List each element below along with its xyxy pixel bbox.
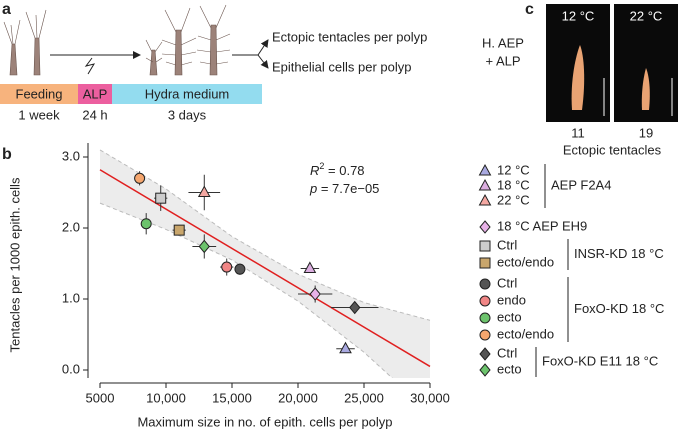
annotation: R2 = 0.78: [310, 161, 365, 178]
confidence-band: [100, 149, 430, 378]
axis-label: Ectopic tentacles: [563, 142, 662, 157]
legend-marker: [479, 295, 491, 307]
polyp: [571, 45, 585, 110]
condition: + ALP: [485, 53, 520, 68]
legend-group: INSR-KD 18 °C: [574, 246, 664, 261]
legend-label: ecto/endo: [497, 326, 554, 341]
legend-marker: [478, 178, 492, 191]
legend-marker: [479, 329, 491, 341]
y-axis-label: Tentacles per 1000 epith. cells: [7, 177, 22, 352]
stage-bar: [78, 84, 112, 104]
point: [234, 263, 246, 275]
r2-power: 2: [319, 161, 324, 171]
plot-area: [99, 149, 431, 378]
y-tick-label: 0.0: [62, 361, 80, 376]
stage-name: Hydra medium: [145, 86, 230, 101]
legend-group: AEP F2A4: [551, 177, 611, 192]
photo-label: 12 °C: [562, 8, 595, 23]
point: [140, 218, 152, 230]
x-axis-label: Maximum size in no. of epith. cells per …: [137, 414, 392, 429]
legend-label: 12 °C: [497, 162, 530, 177]
condition: H. AEP: [482, 35, 524, 50]
polyp: [641, 68, 650, 110]
panel-label: c: [525, 1, 534, 18]
legend-label: Ctrl: [497, 237, 517, 252]
annotation: p = 7.7e−05: [309, 181, 379, 196]
fit-line: [99, 169, 431, 368]
y-tick-label: 1.0: [62, 290, 80, 305]
point: [134, 172, 146, 184]
stage-duration: 3 days: [168, 107, 207, 122]
legend-marker: [479, 278, 491, 290]
point: [155, 192, 167, 204]
legend-label: endo: [497, 292, 526, 307]
panel-label: a: [2, 1, 11, 18]
tentacle-count: 19: [639, 125, 653, 140]
x-tick-label: 15,000: [212, 390, 252, 405]
x-tick-label: 5000: [86, 390, 115, 405]
legend-label: 22 °C: [497, 192, 530, 207]
band-edge: [99, 149, 431, 321]
legend-group: FoxO-KD 18 °C: [574, 301, 664, 316]
legend-label: Ctrl: [497, 275, 517, 290]
output-label: Ectopic tentacles per polyp: [272, 29, 427, 44]
stage-duration: 24 h: [82, 107, 107, 122]
y-tick-label: 2.0: [62, 219, 80, 234]
legend-marker: [479, 363, 491, 377]
legend-marker: [479, 220, 491, 234]
legend-marker: [479, 257, 491, 269]
legend-label: ecto/endo: [497, 254, 554, 269]
band-edge: [99, 202, 393, 378]
point: [309, 287, 321, 301]
x-tick-label: 20,000: [278, 390, 318, 405]
legend-marker: [478, 163, 492, 176]
legend-group: FoxO-KD E11 18 °C: [542, 353, 658, 368]
x-tick-label: 30,000: [410, 390, 450, 405]
r2-symbol: R: [310, 163, 319, 178]
y-tick-label: 3.0: [62, 148, 80, 163]
point: [198, 239, 210, 254]
legend-marker: [479, 240, 491, 252]
point: [173, 224, 185, 236]
point: [221, 261, 233, 273]
p-symbol: p: [309, 181, 317, 196]
photo-label: 22 °C: [630, 8, 663, 23]
legend-label: 18 °C: [497, 177, 530, 192]
legend-marker: [479, 312, 491, 324]
stage-name: Feeding: [16, 86, 63, 101]
x-tick-label: 10,000: [146, 390, 186, 405]
stage-name: ALP: [83, 86, 108, 101]
legend-label: ecto: [497, 361, 522, 376]
panel-label: b: [2, 146, 12, 163]
stage-duration: 1 week: [18, 107, 60, 122]
arrows: [50, 39, 269, 75]
p-text: = 7.7e−05: [317, 181, 379, 196]
stage-bar: [0, 84, 78, 104]
point: [197, 185, 211, 197]
output-label: Epithelial cells per polyp: [272, 59, 411, 74]
point: [303, 261, 317, 273]
legend-label: 18 °C AEP EH9: [497, 218, 587, 233]
hydra-icons: [3, 4, 231, 76]
r2-text: = 0.78: [324, 163, 364, 178]
stage-bar: [112, 84, 262, 104]
tentacle-count: 11: [571, 125, 585, 140]
legend-marker: [479, 347, 491, 361]
x-tick-label: 25,000: [344, 390, 384, 405]
point: [339, 341, 352, 354]
legend-label: Ctrl: [497, 345, 517, 360]
point: [349, 300, 361, 315]
legend-marker: [478, 193, 492, 206]
legend-label: ecto: [497, 309, 522, 324]
